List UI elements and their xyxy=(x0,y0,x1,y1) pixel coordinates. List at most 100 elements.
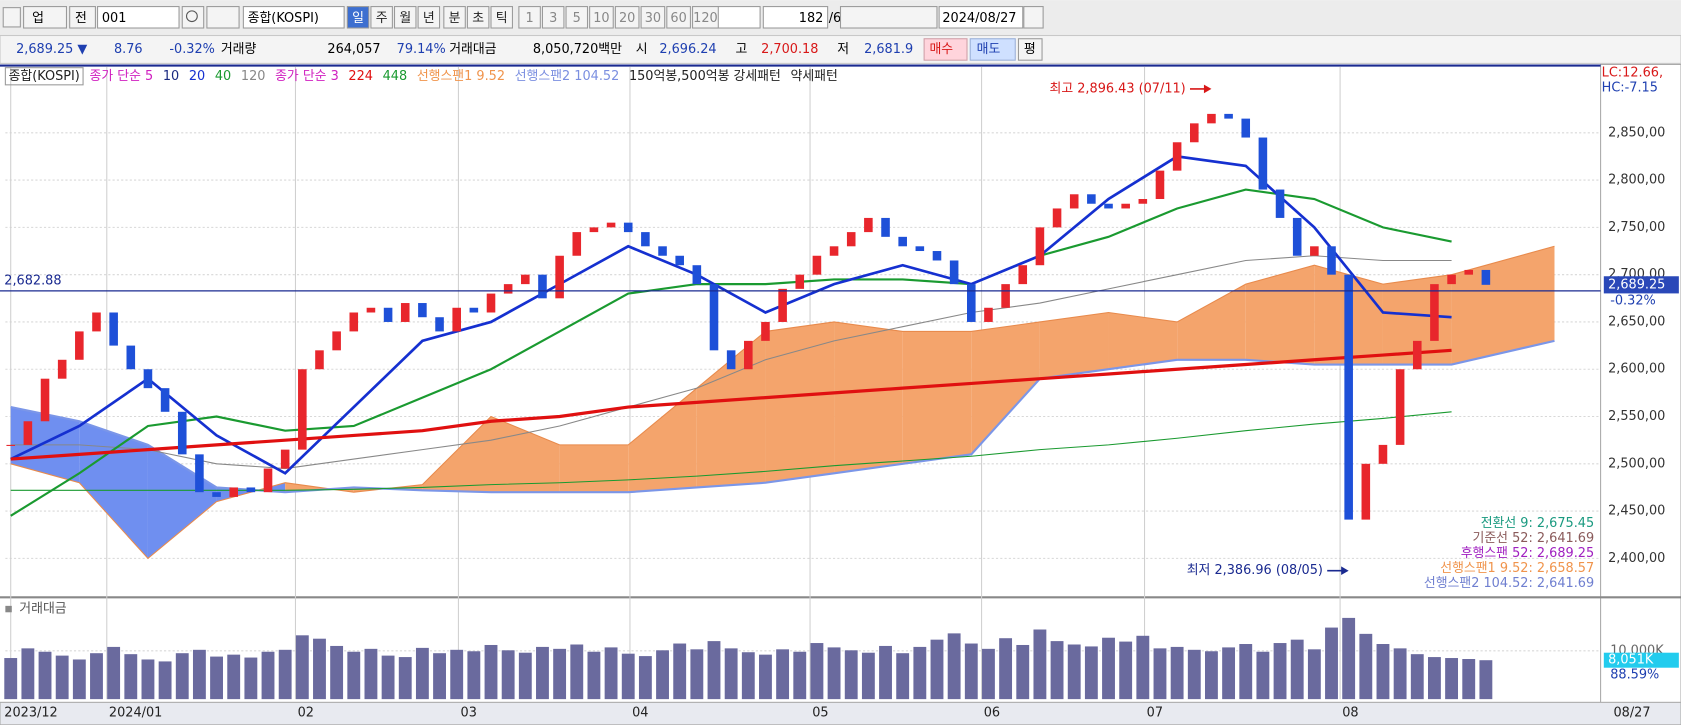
scope-button[interactable] xyxy=(69,6,96,29)
sound-button[interactable] xyxy=(206,6,240,29)
volume-bar xyxy=(38,651,52,700)
candle xyxy=(160,388,170,412)
volume-bar xyxy=(1342,617,1356,700)
period-button[interactable] xyxy=(518,6,541,29)
volume-bar xyxy=(844,650,858,700)
volume-bar xyxy=(484,644,498,700)
volume-bar xyxy=(810,643,824,700)
right-axis xyxy=(1600,63,1681,704)
period-button[interactable] xyxy=(393,6,417,29)
date: 2024/08/27 xyxy=(942,11,1016,26)
y-tick-label: 2,850,00 xyxy=(1608,125,1665,140)
legend-item: 150억봉,500억봉 강세패턴 xyxy=(629,69,781,84)
y-tick-label: 2,600,00 xyxy=(1608,362,1665,377)
candle xyxy=(1327,246,1336,275)
volume-bar xyxy=(621,653,635,700)
y-tick-label: 2,750,00 xyxy=(1608,220,1665,235)
volume-bar xyxy=(1187,649,1201,700)
candle xyxy=(1001,284,1010,308)
candle xyxy=(606,222,616,228)
buy: 매수 xyxy=(929,42,953,57)
candle xyxy=(932,251,942,261)
legend-item: 224 xyxy=(348,69,373,84)
period-button[interactable] xyxy=(565,6,589,29)
code-input[interactable] xyxy=(97,6,180,29)
x-tick-label: 03 xyxy=(461,706,477,721)
x-tick-label: 2023/12 xyxy=(4,706,57,721)
period-button[interactable] xyxy=(589,6,614,29)
volume-bar xyxy=(913,646,927,700)
legend-item: 선행스팬2 104.52 xyxy=(515,68,620,84)
candle xyxy=(212,492,221,497)
volume-bar xyxy=(1102,637,1115,700)
scope: 전 xyxy=(75,11,87,26)
candle xyxy=(1087,194,1096,204)
indicator-value: 선행스팬1 9.52: 2,658.57 xyxy=(1440,560,1594,576)
avg-button[interactable] xyxy=(1017,38,1043,61)
candle xyxy=(1447,274,1456,285)
count: 182 xyxy=(799,11,824,26)
candle xyxy=(915,246,925,252)
period-button[interactable] xyxy=(370,6,393,29)
candle xyxy=(812,255,822,275)
candle xyxy=(177,411,187,455)
menu-icon[interactable] xyxy=(2,7,21,28)
arrow-head xyxy=(1341,566,1349,576)
y-tick-label: 2,450,00 xyxy=(1608,504,1665,519)
period-button[interactable] xyxy=(640,6,666,29)
period-button[interactable] xyxy=(666,6,691,29)
amount: 8,050,720백만 xyxy=(533,42,622,57)
candle xyxy=(435,317,444,332)
period-button[interactable] xyxy=(443,6,466,29)
tool-icons[interactable] xyxy=(839,6,938,29)
candle xyxy=(692,265,702,285)
period-button[interactable] xyxy=(541,6,565,29)
period-button[interactable] xyxy=(614,6,640,29)
search-button[interactable] xyxy=(181,6,205,29)
candle xyxy=(366,307,376,313)
volume-bar xyxy=(1170,646,1184,700)
y-tick-label: 2,550,00 xyxy=(1608,409,1665,424)
volume-bar xyxy=(1445,658,1459,700)
volume-label: 거래량 xyxy=(221,42,257,57)
period-label: 주 xyxy=(376,11,388,26)
change: 8.76 xyxy=(114,42,143,57)
volume-bar xyxy=(1273,643,1287,700)
annotation-text: 최저 2,386.96 (08/05) xyxy=(1187,563,1323,578)
current-change: -0.32% xyxy=(1610,293,1656,308)
volume-bar xyxy=(175,653,189,700)
calendar-button[interactable] xyxy=(1023,6,1044,29)
candle xyxy=(984,307,993,322)
volume-bar xyxy=(415,647,429,700)
buy-button[interactable] xyxy=(923,38,968,61)
period-button[interactable] xyxy=(346,6,370,29)
period-button[interactable] xyxy=(692,6,719,29)
period-button[interactable] xyxy=(466,6,490,29)
volume-bar xyxy=(638,656,652,700)
volume-bar xyxy=(4,658,18,700)
legend-item: 종합(KOSPI) xyxy=(9,69,80,84)
market-select[interactable] xyxy=(23,6,68,29)
volume-bar xyxy=(278,649,292,700)
sell-button[interactable] xyxy=(969,38,1016,61)
period-button[interactable] xyxy=(490,6,513,29)
period-button[interactable] xyxy=(417,6,441,29)
volume-bar xyxy=(1256,651,1270,700)
count-box[interactable] xyxy=(762,6,829,29)
moving-average xyxy=(10,255,1452,470)
volume-bar xyxy=(673,643,687,700)
corner-lc: LC:12.66, xyxy=(1602,66,1663,81)
low: 2,681.9 xyxy=(864,42,913,57)
candle xyxy=(1138,199,1148,204)
candle xyxy=(195,454,204,493)
candle xyxy=(263,468,273,493)
volume-bar xyxy=(553,648,567,700)
candle xyxy=(315,350,324,370)
volume-bar xyxy=(724,648,738,700)
period-label: 년 xyxy=(423,11,435,26)
amount-label: 거래대금 xyxy=(449,42,496,57)
date-box[interactable] xyxy=(938,6,1024,29)
period-label: 일 xyxy=(352,11,364,26)
period-label: 120 xyxy=(693,11,718,26)
